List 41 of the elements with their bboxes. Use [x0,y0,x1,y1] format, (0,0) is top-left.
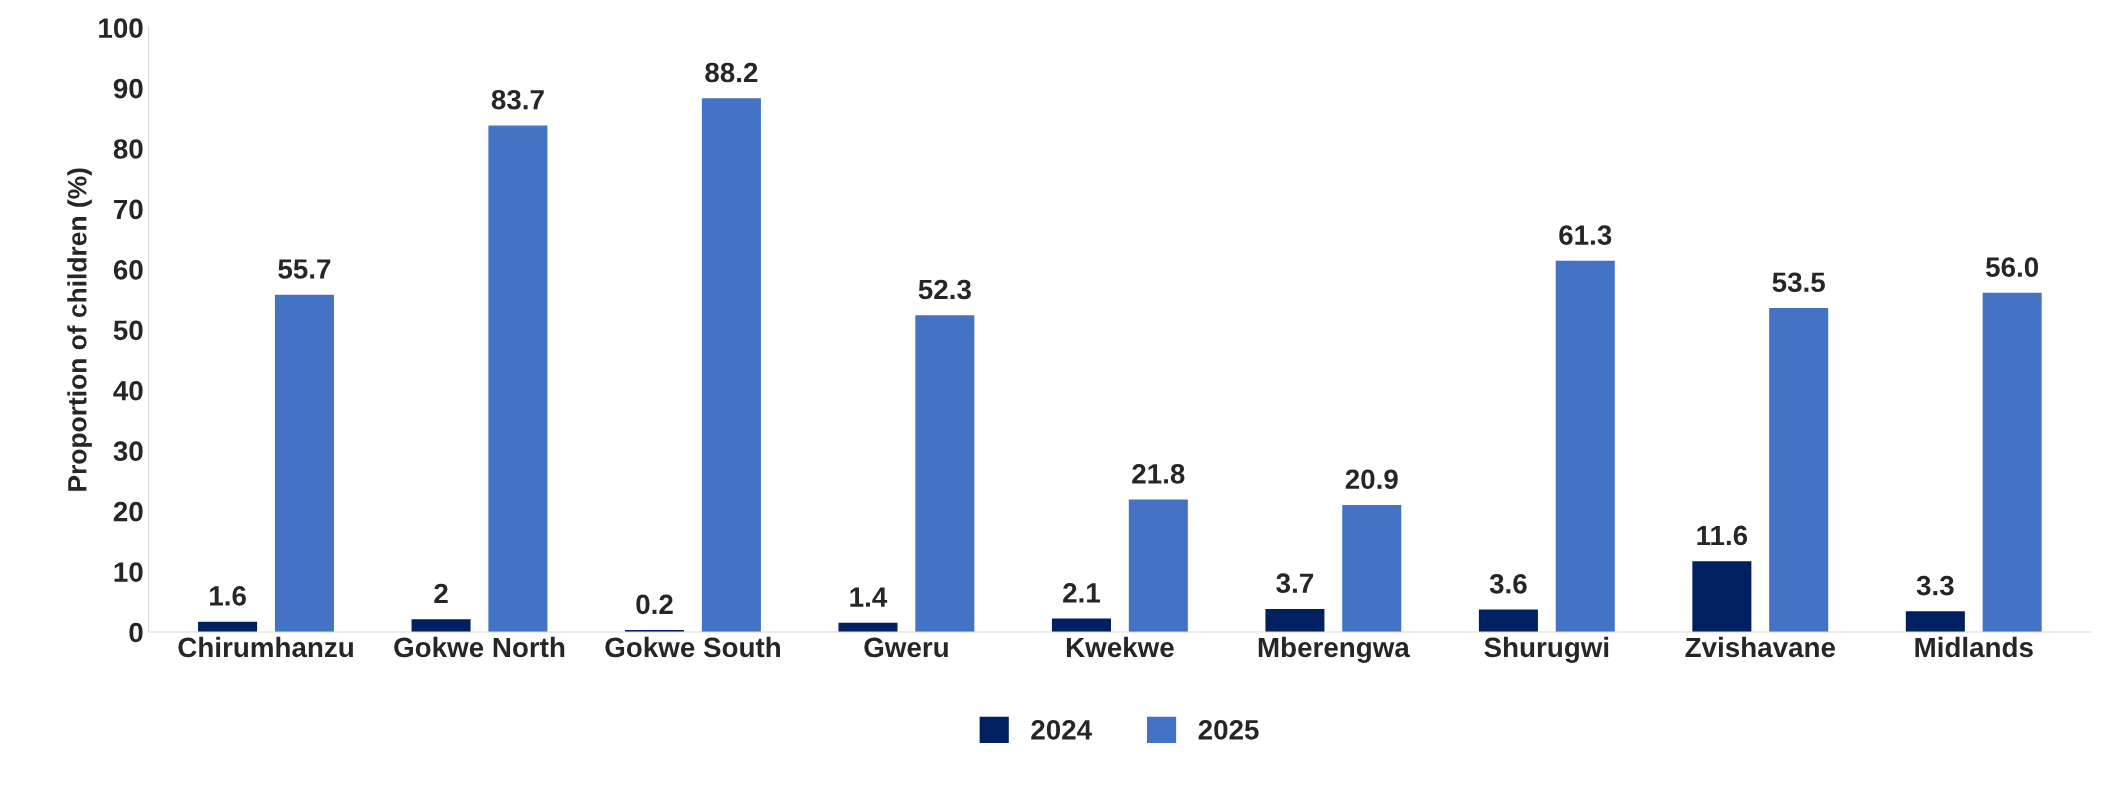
y-tick-label: 10 [114,562,143,582]
data-label: 83.7 [491,89,544,110]
x-tick-label: Midlands [1915,636,2033,658]
data-label: 20.9 [1345,469,1398,490]
data-label: 11.6 [1697,525,1748,546]
y-tick-label: 70 [114,199,143,220]
y-tick-label: 60 [113,260,143,280]
y-tick-label: 0 [129,622,143,643]
data-label: 21.8 [1132,463,1185,484]
y-tick-label: 90 [113,78,143,99]
data-label: 1.6 [210,586,246,606]
x-tick-label: Shurugwi [1484,636,1609,663]
y-tick-label: 80 [113,139,143,159]
data-label: 55.7 [278,259,331,279]
x-tick-label: Kwekwe [1066,636,1174,658]
data-label: 61.3 [1559,225,1612,245]
data-label: 3.7 [1276,573,1314,594]
data-label: 1.4 [850,587,888,607]
y-tick-label: 20 [113,501,143,522]
x-tick-label: Gokwe South [605,636,780,658]
y-tick-label: 100 [99,18,143,38]
y-tick-label: 30 [113,441,143,462]
data-label: 88.2 [705,62,758,83]
x-tick-label: Mberengwa [1258,636,1410,663]
y-tick-label: 40 [113,380,143,401]
legend-label: 2024 [1031,719,1092,740]
data-label: 2 [434,583,448,604]
x-tick-label: Gokwe North [394,636,565,658]
data-label: 3.3 [1916,575,1954,596]
legend-label: 2025 [1198,719,1259,740]
data-label: 52.3 [918,279,971,300]
data-label: 2.1 [1063,583,1100,603]
y-axis-title: Proportion of children (%) [67,168,92,491]
data-label: 0.2 [636,594,673,615]
x-tick-label: Gweru [864,637,948,658]
y-tick-label: 50 [113,320,143,341]
data-label: 53.5 [1772,272,1825,293]
x-tick-label: Zvishavane [1685,636,1835,658]
data-label: 56.0 [1986,257,2039,277]
data-label: 3.6 [1489,573,1527,594]
x-tick-label: Chirumhanzu [178,636,353,658]
